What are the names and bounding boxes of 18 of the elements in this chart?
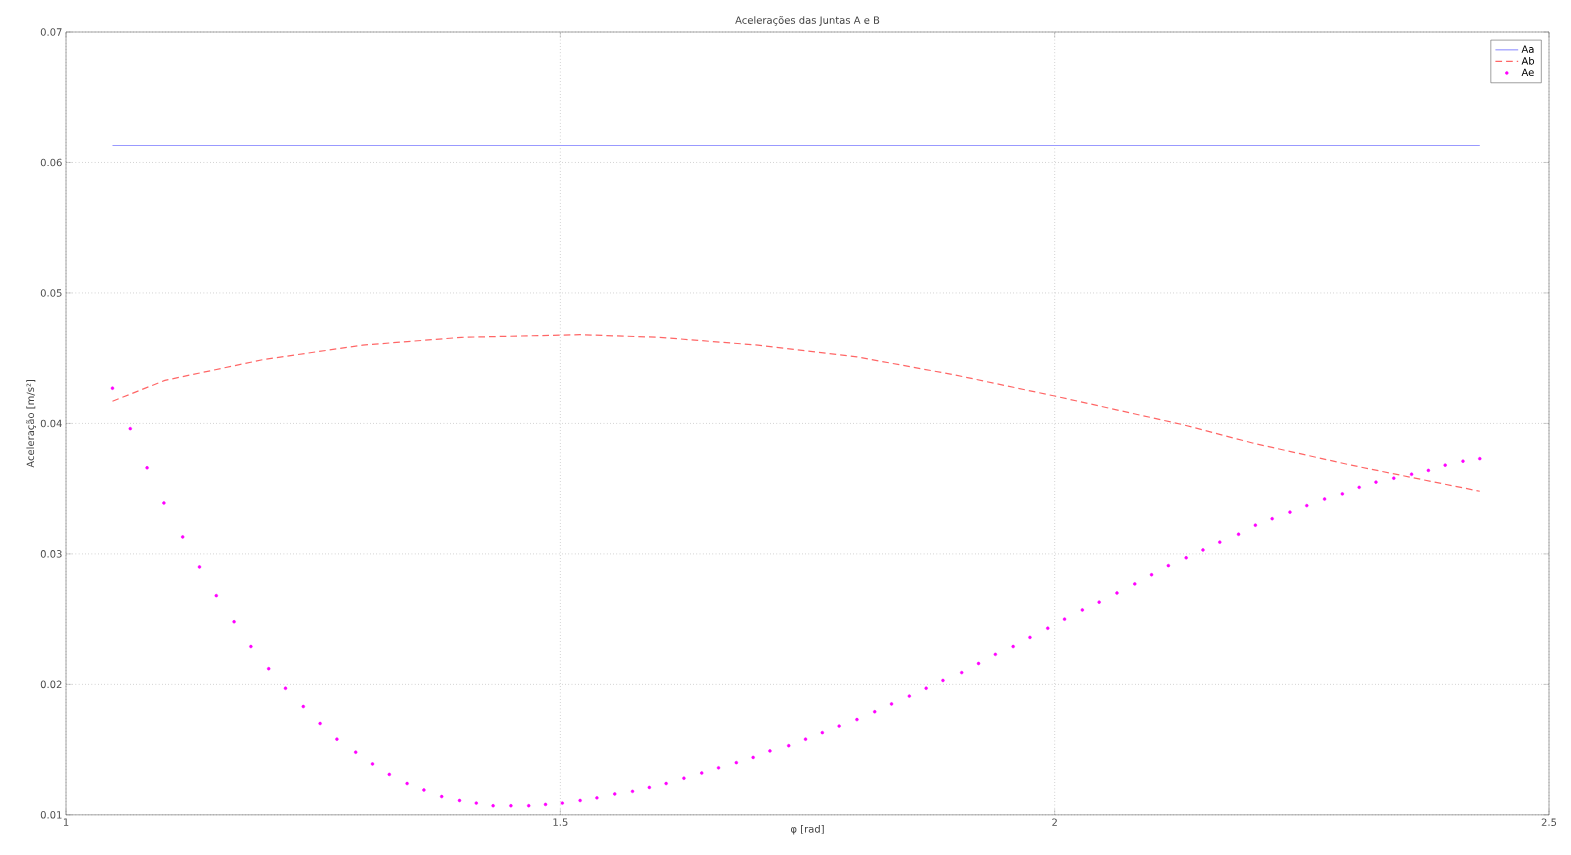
- y-axis-title: Aceleração [m/s²]: [26, 380, 36, 468]
- x-tick-label: 2: [1052, 818, 1057, 826]
- legend-label: Ae: [1521, 68, 1534, 77]
- y-tick-label: 0.06: [40, 158, 62, 167]
- legend-label: Ab: [1521, 56, 1535, 65]
- x-tick-label: 1.5: [553, 818, 568, 826]
- x-tick-label: 2.5: [1541, 818, 1557, 827]
- legend-label: Aa: [1521, 45, 1534, 53]
- y-tick-label: 0.03: [40, 550, 62, 558]
- y-tick-label: 0.04: [40, 419, 62, 428]
- x-tick-label: 1: [63, 818, 69, 826]
- y-tick-label: 0.01: [40, 811, 62, 819]
- y-tick-label: 0.07: [40, 28, 62, 36]
- y-tick-label: 0.05: [40, 289, 62, 297]
- y-tick-label: 0.02: [40, 680, 62, 689]
- line-series: [111, 334, 1481, 492]
- chart-title: Acelerações das Juntas A e B: [735, 16, 880, 26]
- x-axis-title: φ [rad]: [790, 825, 824, 835]
